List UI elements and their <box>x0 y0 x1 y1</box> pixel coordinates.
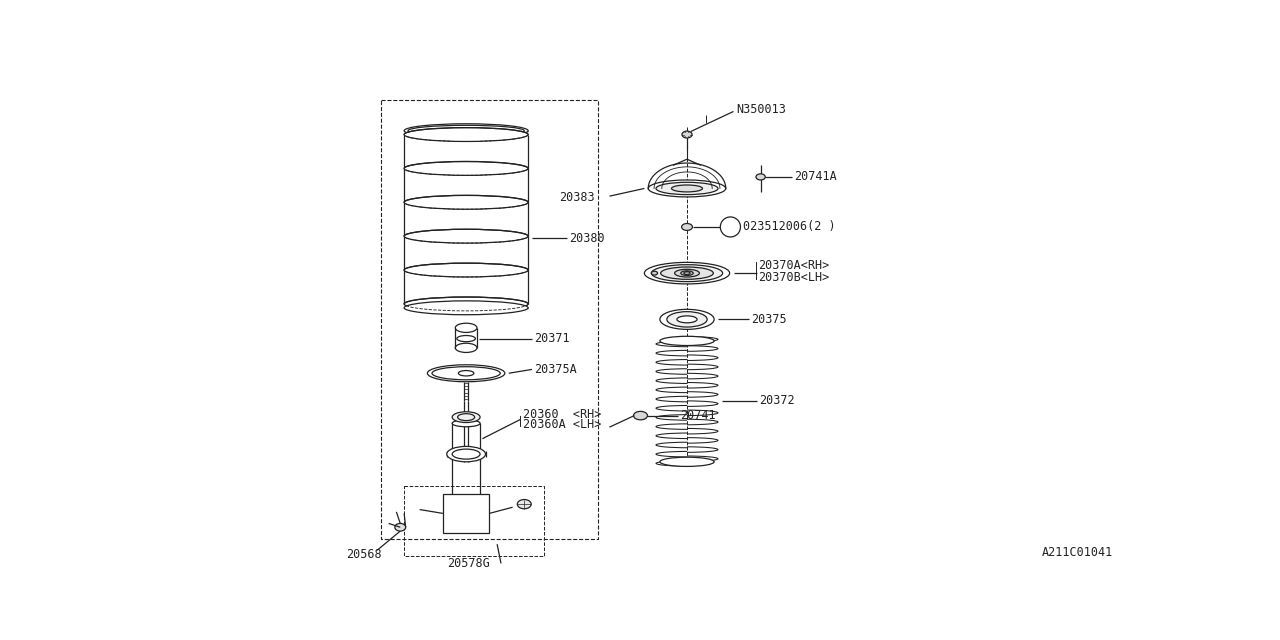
Ellipse shape <box>456 343 477 353</box>
Ellipse shape <box>517 500 531 509</box>
Text: N350013: N350013 <box>736 104 786 116</box>
Ellipse shape <box>644 262 730 284</box>
Ellipse shape <box>452 412 480 422</box>
Text: 20360A <LH>: 20360A <LH> <box>522 419 602 431</box>
Ellipse shape <box>452 420 480 427</box>
Ellipse shape <box>681 223 692 230</box>
Ellipse shape <box>660 336 714 346</box>
Ellipse shape <box>667 312 707 327</box>
Ellipse shape <box>404 161 529 175</box>
Text: 20375: 20375 <box>751 313 787 326</box>
Text: 023512006(2 ): 023512006(2 ) <box>742 220 836 234</box>
Ellipse shape <box>681 271 694 275</box>
Text: 20383: 20383 <box>559 191 595 204</box>
Ellipse shape <box>458 371 474 376</box>
Ellipse shape <box>652 265 723 282</box>
Ellipse shape <box>404 127 529 141</box>
Text: 20372: 20372 <box>759 394 795 408</box>
Ellipse shape <box>456 323 477 332</box>
Ellipse shape <box>404 297 529 311</box>
Ellipse shape <box>756 174 765 180</box>
Text: 20380: 20380 <box>570 232 605 245</box>
Ellipse shape <box>660 267 713 279</box>
Ellipse shape <box>394 524 406 531</box>
Text: 20371: 20371 <box>534 332 570 345</box>
Ellipse shape <box>404 195 529 209</box>
Ellipse shape <box>675 269 699 277</box>
Text: 20375A: 20375A <box>534 363 577 376</box>
Text: 20370A<RH>: 20370A<RH> <box>758 259 829 272</box>
Text: 20568: 20568 <box>346 548 381 561</box>
Ellipse shape <box>682 131 692 138</box>
Ellipse shape <box>652 271 658 275</box>
Ellipse shape <box>660 457 714 467</box>
Bar <box>443 494 489 532</box>
Text: 20578G: 20578G <box>447 557 489 570</box>
Text: 20360  <RH>: 20360 <RH> <box>522 408 602 420</box>
Circle shape <box>721 217 740 237</box>
Ellipse shape <box>457 335 475 342</box>
Ellipse shape <box>404 124 529 138</box>
Ellipse shape <box>648 180 726 197</box>
Ellipse shape <box>660 309 714 330</box>
Ellipse shape <box>428 365 504 381</box>
Ellipse shape <box>684 271 690 275</box>
Text: A211C01041: A211C01041 <box>1042 546 1114 559</box>
Ellipse shape <box>452 497 480 504</box>
Text: 20741: 20741 <box>680 409 716 422</box>
Text: 20741A: 20741A <box>794 170 837 184</box>
Text: N: N <box>727 222 733 232</box>
Ellipse shape <box>404 263 529 277</box>
Ellipse shape <box>447 447 485 462</box>
Ellipse shape <box>657 182 718 195</box>
Ellipse shape <box>677 316 698 323</box>
Text: 20370B<LH>: 20370B<LH> <box>758 271 829 284</box>
Ellipse shape <box>672 185 703 192</box>
Ellipse shape <box>634 412 648 420</box>
Ellipse shape <box>404 301 529 315</box>
Ellipse shape <box>404 229 529 243</box>
